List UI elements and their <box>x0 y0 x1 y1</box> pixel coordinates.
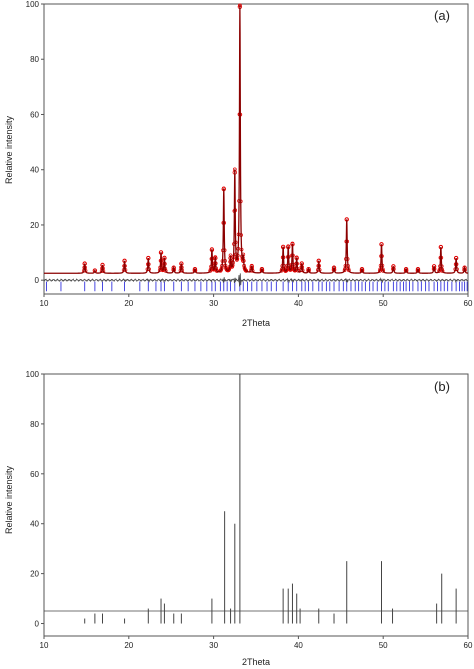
panel-a-difference-line <box>43 273 469 287</box>
panel-b-x-ticks: 10 20 30 40 50 60 <box>40 636 473 650</box>
panel-b-y-tick-label: 40 <box>30 520 39 529</box>
panel-b-x-tick-label: 10 <box>40 641 49 650</box>
panel-b-y-tick-label: 20 <box>30 570 39 579</box>
panel-b-y-tick-label: 0 <box>35 620 40 629</box>
panel-b-stick-lines <box>84 374 457 624</box>
panel-a-y-ticks: 0 20 40 60 80 100 <box>26 0 44 285</box>
panel-a-x-tick-label: 30 <box>209 299 218 308</box>
panel-b-y-axis-label: Relative intensity <box>4 465 14 534</box>
panel-b-y-ticks: 0 20 40 60 80 100 <box>26 370 44 629</box>
panel-a-frame <box>43 3 469 295</box>
observed-peak-point <box>92 268 98 273</box>
panel-b-x-tick-label: 30 <box>209 641 218 650</box>
panel-a-observed-points <box>82 3 467 273</box>
panel-a-x-tick-label: 40 <box>294 299 303 308</box>
panel-b-y-tick-label: 100 <box>26 370 40 379</box>
panel-b-x-tick-label: 20 <box>124 641 133 650</box>
panel-b: 0 20 40 60 80 100 10 20 30 40 50 60 (b) 2Theta Rel… <box>4 370 473 667</box>
panel-a-calculated-line <box>44 5 469 274</box>
panel-a-label: (a) <box>434 8 450 23</box>
panel-b-x-axis-label: 2Theta <box>242 657 270 667</box>
panel-b-label: (b) <box>434 379 450 394</box>
panel-b-x-tick-label: 60 <box>464 641 473 650</box>
panel-a: 0 20 40 60 80 100 10 20 30 40 50 60 (a) 2Theta Rel… <box>4 0 473 328</box>
panel-b-y-tick-label: 80 <box>30 420 39 429</box>
panel-b-x-tick-label: 50 <box>379 641 388 650</box>
panel-a-y-tick-label: 100 <box>26 0 40 9</box>
panel-b-frame <box>43 373 469 637</box>
panel-a-y-tick-label: 20 <box>30 221 39 230</box>
panel-a-x-axis-label: 2Theta <box>242 318 270 328</box>
panel-a-y-tick-label: 80 <box>30 55 39 64</box>
panel-b-y-tick-label: 60 <box>30 470 39 479</box>
panel-a-y-tick-label: 0 <box>35 276 40 285</box>
panel-a-reflection-ticks <box>46 281 468 292</box>
panel-a-x-ticks: 10 20 30 40 50 60 <box>40 294 473 308</box>
observed-point <box>244 269 249 273</box>
panel-a-y-axis-label: Relative intensity <box>4 115 14 184</box>
panel-a-x-tick-label: 60 <box>464 299 473 308</box>
panel-a-x-tick-label: 10 <box>40 299 49 308</box>
panel-a-x-tick-label: 20 <box>124 299 133 308</box>
panel-a-y-tick-label: 60 <box>30 110 39 119</box>
panel-a-x-tick-label: 50 <box>379 299 388 308</box>
panel-b-x-tick-label: 40 <box>294 641 303 650</box>
panel-a-y-tick-label: 40 <box>30 166 39 175</box>
